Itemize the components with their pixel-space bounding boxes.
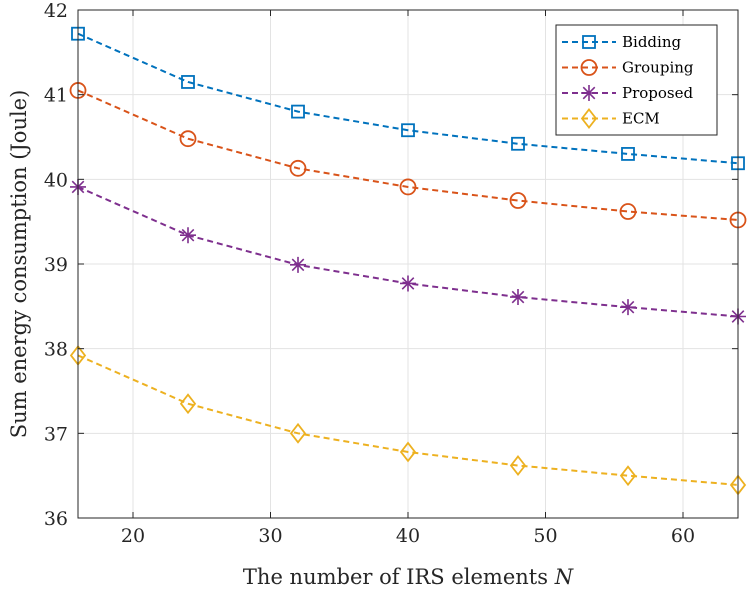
y-tick-label: 36 bbox=[44, 508, 68, 530]
x-tick-label: 20 bbox=[121, 525, 145, 547]
legend-item-grouping: Grouping bbox=[562, 59, 694, 77]
y-tick-label: 40 bbox=[44, 169, 68, 191]
data-point-bidding bbox=[291, 104, 305, 119]
x-axis-label-text: The number of IRS elements bbox=[243, 565, 548, 589]
legend-item-bidding: Bidding bbox=[562, 33, 681, 51]
data-point-proposed bbox=[510, 289, 526, 306]
data-point-ecm bbox=[399, 441, 417, 463]
x-axis-variable: N bbox=[554, 565, 574, 589]
data-point-ecm bbox=[509, 455, 527, 476]
y-tick-label: 37 bbox=[44, 423, 68, 445]
y-tick-label: 41 bbox=[44, 85, 68, 107]
legend-marker-grouping bbox=[580, 59, 598, 76]
y-axis-label: Sum energy consumption (Joule) bbox=[7, 90, 31, 439]
y-tick-label: 38 bbox=[44, 339, 68, 361]
data-point-bidding bbox=[511, 136, 525, 151]
legend-marker-proposed bbox=[581, 85, 597, 101]
series-layer bbox=[69, 26, 747, 496]
x-tick-label: 30 bbox=[258, 525, 282, 547]
data-point-grouping bbox=[509, 192, 527, 209]
x-tick-label: 60 bbox=[671, 525, 695, 547]
legend-label-ecm: ECM bbox=[622, 110, 660, 128]
series-line-bidding bbox=[77, 32, 739, 165]
ticks: 20 30 40 50 60 36 37 38 39 40 41 42 bbox=[44, 0, 738, 547]
series-line-grouping bbox=[77, 89, 739, 221]
data-point-grouping bbox=[179, 130, 197, 148]
x-tick-label: 40 bbox=[396, 525, 420, 547]
y-tick-label: 42 bbox=[44, 0, 68, 22]
series-grouping bbox=[69, 82, 747, 229]
series-ecm bbox=[69, 344, 747, 496]
data-point-grouping bbox=[399, 178, 417, 196]
y-tick-label: 39 bbox=[44, 254, 68, 276]
legend-label-grouping: Grouping bbox=[622, 59, 694, 77]
series-line-ecm bbox=[77, 354, 739, 486]
x-axis-label: The number of IRS elements N bbox=[243, 565, 574, 589]
legend-marker-ecm bbox=[580, 108, 598, 129]
data-point-bidding bbox=[181, 75, 195, 89]
legend-item-proposed: Proposed bbox=[562, 84, 694, 102]
data-point-proposed bbox=[290, 256, 306, 273]
data-point-ecm bbox=[179, 393, 197, 415]
data-point-ecm bbox=[619, 465, 637, 487]
data-point-proposed bbox=[180, 227, 196, 244]
data-point-proposed bbox=[400, 275, 416, 292]
legend-label-bidding: Bidding bbox=[622, 33, 681, 51]
data-point-ecm bbox=[289, 422, 307, 444]
legend-item-ecm: ECM bbox=[562, 108, 660, 129]
data-point-proposed bbox=[620, 299, 636, 316]
data-point-grouping bbox=[289, 159, 307, 177]
legend-marker-bidding bbox=[582, 35, 596, 49]
data-point-bidding bbox=[621, 147, 635, 161]
legend-label-proposed: Proposed bbox=[622, 84, 694, 102]
legend: Bidding Grouping Proposed ECM bbox=[555, 24, 718, 136]
x-tick-label: 50 bbox=[533, 525, 557, 547]
data-point-bidding bbox=[401, 123, 415, 138]
data-point-grouping bbox=[619, 203, 637, 220]
